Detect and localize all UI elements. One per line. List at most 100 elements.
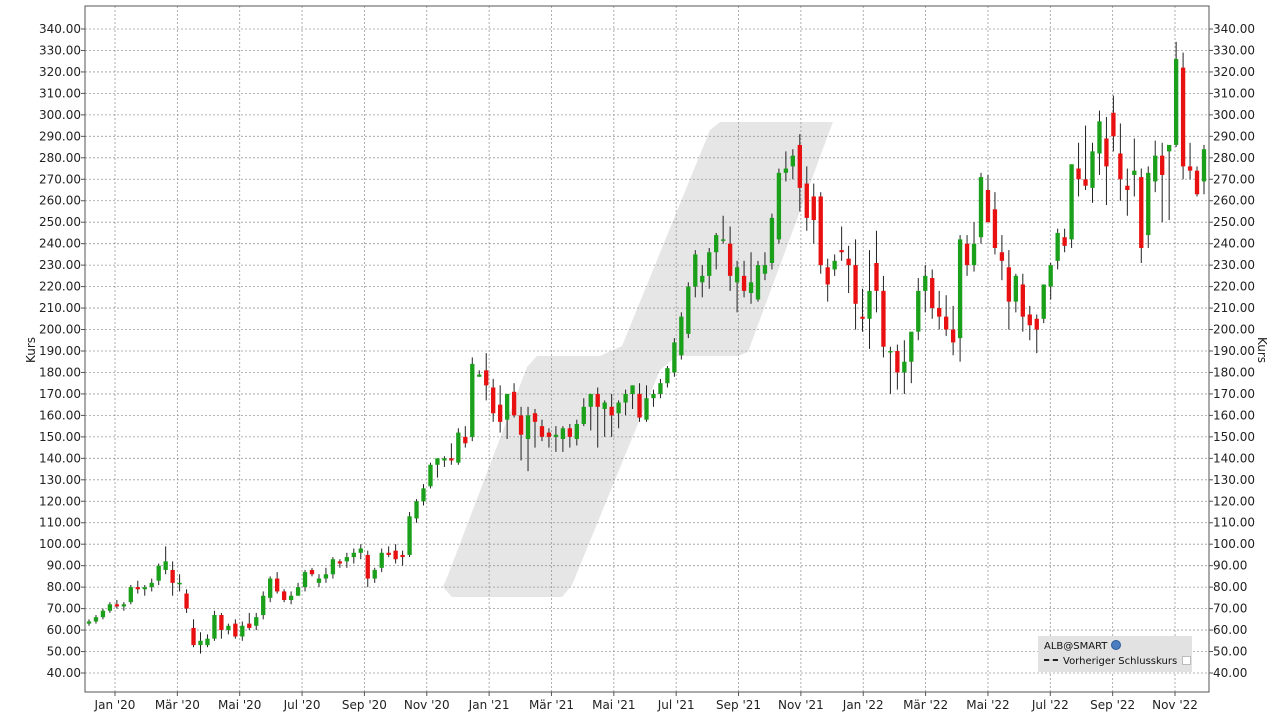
candle: [442, 456, 447, 467]
candle: [581, 398, 586, 427]
candle-body: [365, 554, 370, 579]
candle-body: [588, 393, 593, 407]
candle-body: [1201, 149, 1207, 182]
candle: [344, 552, 350, 568]
candle-body: [128, 587, 133, 603]
candle-body: [1173, 59, 1179, 145]
candle-body: [254, 617, 259, 626]
y-tick-label: 130.00: [39, 473, 81, 487]
x-tick-label: Mai '20: [218, 698, 261, 712]
candle-body: [268, 578, 273, 598]
candle-body: [281, 591, 287, 601]
candle: [1090, 142, 1095, 203]
candle: [637, 383, 642, 422]
x-tick-label: Mär '22: [903, 698, 948, 712]
candle-body: [170, 569, 175, 583]
candle: [741, 260, 747, 298]
candle-body: [1166, 144, 1172, 152]
candle: [323, 567, 329, 583]
legend-prev-close-row[interactable]: Vorheriger Schlusskurs: [1044, 656, 1192, 667]
candle-body: [651, 393, 656, 399]
candle-body: [372, 569, 377, 579]
y-tick-label: 340.00: [1213, 22, 1255, 36]
candle: [470, 357, 475, 442]
y-tick-label: 280.00: [39, 151, 81, 165]
candle-body: [379, 552, 384, 568]
y-tick-label: 90.00: [47, 559, 81, 573]
candle: [477, 370, 482, 377]
watermark-logo: [443, 122, 833, 597]
candle: [888, 346, 893, 394]
candle: [1111, 95, 1116, 152]
candle-body: [156, 565, 161, 581]
candle-body: [240, 625, 245, 637]
candle: [686, 282, 691, 339]
legend: ALB@SMART Vorheriger Schlusskurs: [1038, 636, 1192, 672]
y-tick-label: 110.00: [39, 516, 81, 530]
candle-body: [1006, 267, 1012, 302]
candle-body: [937, 308, 942, 317]
candle-body: [107, 604, 113, 611]
candle: [727, 226, 733, 291]
candle-body: [881, 290, 886, 347]
candle-body: [316, 578, 322, 583]
y-axis-left: 40.00 50.00 60.00 70.00 80.00 90.00 100.00 110.…: [39, 22, 85, 680]
x-tick-label: Mär '20: [155, 698, 200, 712]
x-tick-label: Mai '21: [592, 698, 635, 712]
candle: [295, 582, 301, 596]
candle-body: [846, 258, 851, 266]
candle: [121, 602, 127, 611]
y-tick-label: 320.00: [39, 65, 81, 79]
candle-body: [923, 275, 928, 291]
candles: [86, 41, 1207, 654]
candle: [337, 559, 343, 568]
candle-body: [497, 404, 503, 422]
candle-body: [205, 638, 210, 646]
candle-body: [449, 458, 454, 461]
y-tick-label: 270.00: [1213, 172, 1255, 186]
candle: [365, 550, 370, 588]
y-tick-label: 160.00: [39, 408, 81, 422]
candle: [567, 423, 573, 448]
y-tick-label: 330.00: [1213, 43, 1255, 57]
candle-body: [212, 615, 217, 639]
candle: [177, 574, 182, 592]
candle: [943, 295, 949, 336]
y-tick-label: 180.00: [39, 365, 81, 379]
candle: [825, 258, 830, 302]
candle: [428, 462, 433, 489]
candle: [804, 166, 809, 231]
legend-symbol-row[interactable]: ALB@SMART: [1044, 640, 1122, 652]
candle: [553, 426, 559, 452]
candle: [456, 428, 461, 465]
y-tick-label: 170.00: [39, 387, 81, 401]
x-tick-label: Jan '22: [842, 698, 884, 712]
candle: [504, 393, 510, 440]
candle: [595, 387, 600, 448]
candle: [386, 546, 391, 558]
candle-body: [999, 252, 1005, 261]
candle: [748, 252, 754, 304]
x-tick-label: Jul '22: [1031, 698, 1069, 712]
checkbox-icon[interactable]: [1182, 656, 1192, 665]
candle-body: [755, 265, 761, 300]
candle: [950, 305, 956, 356]
candle: [226, 623, 231, 635]
candle: [790, 149, 796, 180]
candle: [114, 600, 120, 609]
candle: [247, 612, 252, 631]
y-tick-label: 210.00: [1213, 301, 1255, 315]
candle: [560, 426, 566, 452]
candle: [518, 406, 524, 461]
candle: [1034, 314, 1039, 354]
candle-body: [1132, 170, 1137, 175]
candle-body: [400, 554, 405, 558]
candle-body: [839, 250, 844, 253]
candle-body: [344, 557, 350, 562]
candle: [149, 578, 154, 592]
y-axis-label-right: Kurs: [1255, 337, 1269, 363]
candle: [184, 589, 189, 613]
y-tick-label: 90.00: [1213, 559, 1247, 573]
candle: [491, 378, 496, 422]
candle-body: [1139, 177, 1144, 248]
